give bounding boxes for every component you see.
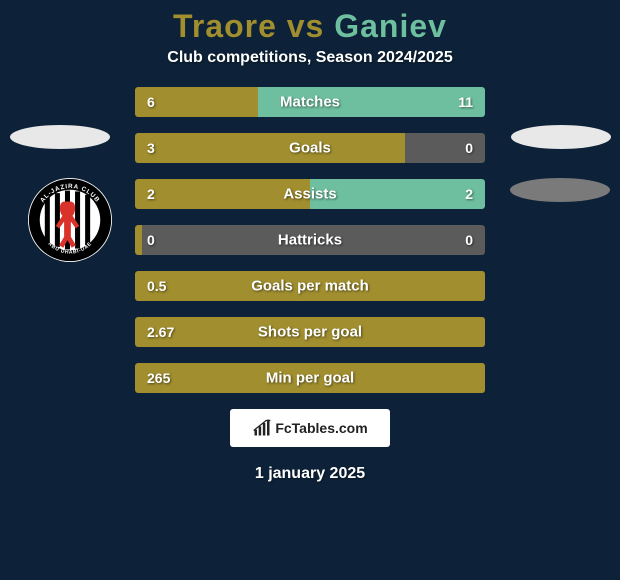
stat-label: Min per goal (135, 370, 485, 387)
stat-value-left: 6 (147, 94, 155, 110)
ellipse-decoration (510, 178, 610, 202)
stat-row: Shots per goal2.67 (135, 317, 485, 347)
stat-value-right: 2 (465, 186, 473, 202)
player2-name: Ganiev (334, 8, 447, 44)
stat-value-right: 0 (465, 232, 473, 248)
stat-label: Assists (135, 186, 485, 203)
stat-row: Goals per match0.5 (135, 271, 485, 301)
fctables-label: FcTables.com (275, 420, 367, 436)
stat-row: Min per goal265 (135, 363, 485, 393)
comparison-title: Traore vs Ganiev (0, 0, 620, 49)
stat-label: Matches (135, 94, 485, 111)
stat-value-right: 0 (465, 140, 473, 156)
fctables-watermark: FcTables.com (230, 409, 390, 447)
stat-row: Assists2 2 (135, 179, 485, 209)
stat-label: Shots per goal (135, 324, 485, 341)
stat-row: Hattricks0 0 (135, 225, 485, 255)
date-label: 1 january 2025 (0, 465, 620, 483)
stat-label: Hattricks (135, 232, 485, 249)
stat-label: Goals per match (135, 278, 485, 295)
stats-container: Matches611Goals30Assists22Hattricks00Goa… (135, 87, 485, 393)
player1-name: Traore (173, 8, 277, 44)
stat-value-left: 265 (147, 370, 170, 386)
stat-value-left: 3 (147, 140, 155, 156)
badge-svg: AL-JAZIRA CLUB ABU DHABI-UAE (28, 178, 112, 262)
stat-value-left: 0 (147, 232, 155, 248)
stat-value-left: 2.67 (147, 324, 174, 340)
ellipse-decoration (10, 125, 110, 149)
ellipse-decoration (511, 125, 611, 149)
subtitle: Club competitions, Season 2024/2025 (0, 49, 620, 87)
vs-text: vs (287, 8, 325, 44)
stat-row: Matches6 11 (135, 87, 485, 117)
stat-value-left: 0.5 (147, 278, 166, 294)
stat-value-left: 2 (147, 186, 155, 202)
chart-icon (252, 418, 272, 438)
club-badge: AL-JAZIRA CLUB ABU DHABI-UAE (28, 178, 112, 262)
stat-row: Goals3 0 (135, 133, 485, 163)
stat-value-right: 11 (458, 94, 473, 110)
stat-label: Goals (135, 140, 485, 157)
